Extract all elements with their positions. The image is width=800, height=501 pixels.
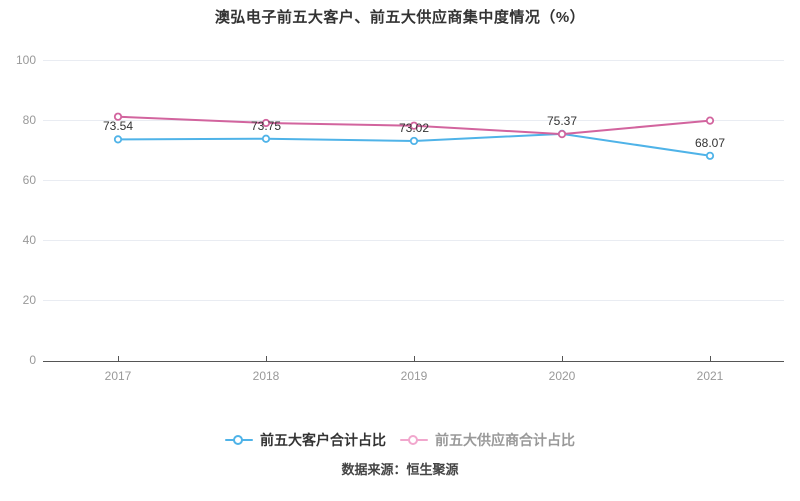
data-point-marker <box>113 135 123 144</box>
y-tick-label: 100 <box>15 53 36 67</box>
y-tick-label: 40 <box>22 233 36 247</box>
x-tick-label: 2020 <box>548 369 576 383</box>
data-point-marker <box>261 134 271 143</box>
data-point-marker <box>705 151 715 160</box>
data-point-marker <box>409 121 419 130</box>
x-tick-label: 2018 <box>252 369 280 383</box>
y-tick-label: 60 <box>22 173 36 187</box>
data-point-label: 68.07 <box>694 135 726 150</box>
data-point-marker <box>409 136 419 146</box>
y-tick-label: 80 <box>22 113 36 127</box>
y-tick-label: 20 <box>22 293 36 307</box>
data-point-marker <box>705 116 715 125</box>
data-point-marker <box>261 118 271 128</box>
x-tick-label: 2021 <box>696 369 724 383</box>
line-marker-icon <box>225 435 253 445</box>
plot-canvas <box>43 60 784 362</box>
data-point-marker <box>557 130 567 139</box>
data-point-marker <box>113 112 123 121</box>
data-point-label: 73.75 <box>250 118 282 133</box>
y-tick-label: 0 <box>29 353 36 367</box>
legend-circle-swatch <box>408 435 418 445</box>
x-tick-label: 2019 <box>400 369 428 383</box>
data-point-label: 73.02 <box>398 120 430 135</box>
data-point-label: 75.37 <box>546 113 578 128</box>
chart-title: 澳弘电子前五大客户、前五大供应商集中度情况（%） <box>214 9 586 26</box>
data-source-text: 数据来源：恒生聚源 <box>341 462 459 477</box>
data-point-label: 73.54 <box>102 119 134 134</box>
legend-circle-swatch <box>233 435 243 445</box>
legend-item-customers[interactable]: 前五大客户合计占比 <box>225 431 386 449</box>
legend-label-suppliers: 前五大供应商合计占比 <box>435 432 575 448</box>
legend: 前五大客户合计占比 前五大供应商合计占比 <box>0 431 800 449</box>
legend-label-customers: 前五大客户合计占比 <box>260 432 386 448</box>
legend-item-suppliers[interactable]: 前五大供应商合计占比 <box>400 431 575 449</box>
line-marker-icon <box>400 435 428 445</box>
x-tick-label: 2017 <box>104 369 132 383</box>
